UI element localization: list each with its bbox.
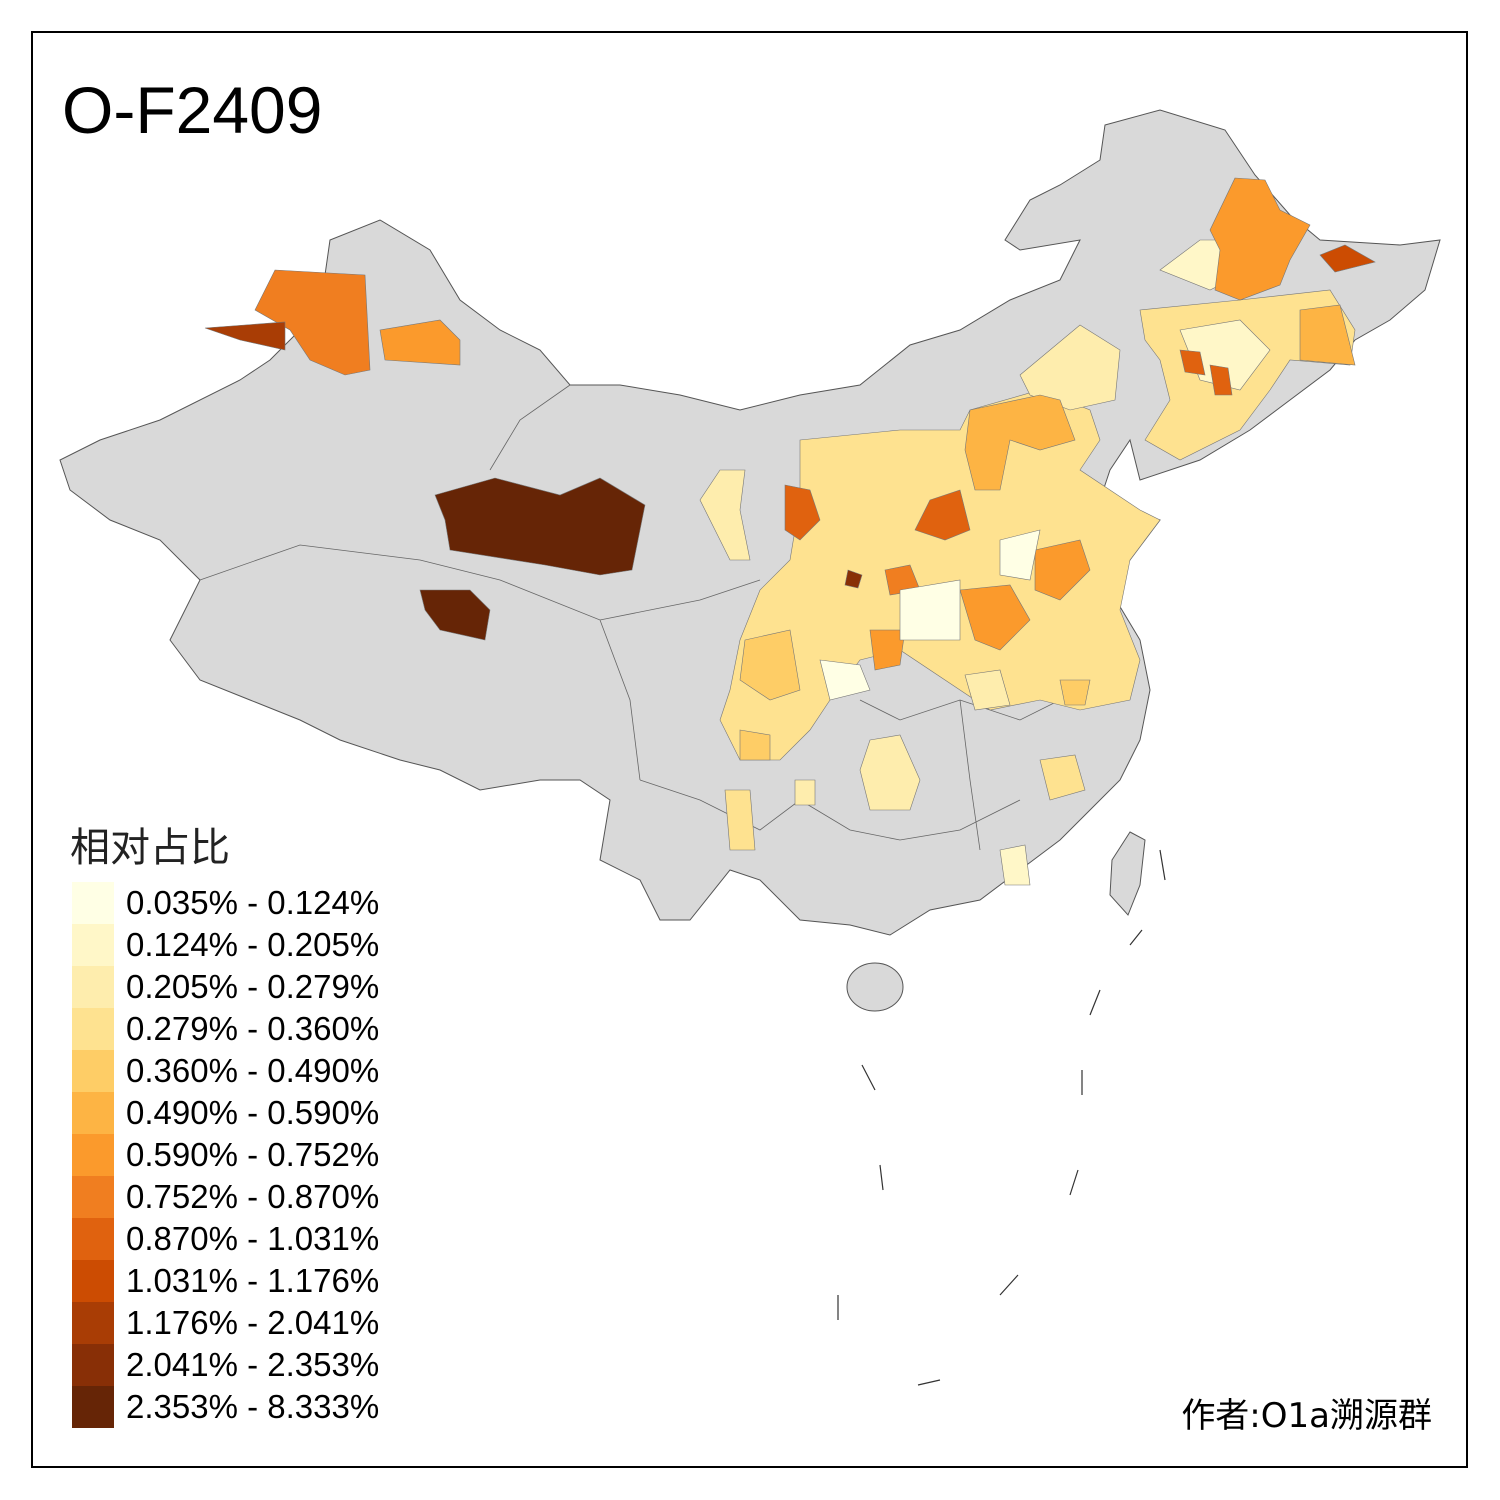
legend-label: 1.176% - 2.041% xyxy=(126,1304,380,1341)
map-region xyxy=(254,269,371,376)
legend-label: 0.205% - 0.279% xyxy=(126,968,380,1005)
map-region xyxy=(1319,244,1376,273)
map-region xyxy=(859,734,921,811)
legend-label: 0.590% - 0.752% xyxy=(126,1136,380,1173)
legend-swatch xyxy=(72,1050,114,1092)
legend-label: 1.031% - 1.176% xyxy=(126,1262,380,1299)
map-region xyxy=(844,569,863,589)
map-region xyxy=(964,394,1076,491)
legend-label: 0.124% - 0.205% xyxy=(126,926,380,963)
map-region xyxy=(739,729,771,761)
legend-item: 0.752% - 0.870% xyxy=(72,1176,379,1218)
legend-item: 0.490% - 0.590% xyxy=(72,1092,379,1134)
legend-item: 1.176% - 2.041% xyxy=(72,1302,379,1344)
legend-item: 0.590% - 0.752% xyxy=(72,1134,379,1176)
map-region xyxy=(794,779,816,806)
legend-item: 0.279% - 0.360% xyxy=(72,1008,379,1050)
south-sea-islands xyxy=(837,849,1166,1386)
legend-swatch xyxy=(72,966,114,1008)
author-credit: 作者:O1a溯源群 xyxy=(1181,1396,1432,1436)
map-region xyxy=(784,484,821,541)
map-region xyxy=(419,589,491,641)
map-region xyxy=(724,789,756,851)
legend-item: 1.031% - 1.176% xyxy=(72,1260,379,1302)
legend-label: 0.035% - 0.124% xyxy=(126,884,380,921)
legend-title: 相对占比 xyxy=(70,825,230,871)
map-region xyxy=(204,321,286,351)
legend-swatch xyxy=(72,1134,114,1176)
map-region xyxy=(1209,177,1311,301)
legend-label: 2.041% - 2.353% xyxy=(126,1346,380,1383)
legend-swatch xyxy=(72,1386,114,1428)
legend-item: 2.353% - 8.333% xyxy=(72,1386,379,1428)
map-region xyxy=(899,579,961,641)
province-border xyxy=(199,384,1061,851)
legend-item: 0.360% - 0.490% xyxy=(72,1050,379,1092)
legend-swatch xyxy=(72,1008,114,1050)
map-region xyxy=(1179,349,1206,376)
legend: 0.035% - 0.124% 0.124% - 0.205% 0.205% - 0… xyxy=(72,882,379,1428)
map-region xyxy=(434,477,646,576)
legend-swatch xyxy=(72,1092,114,1134)
legend-item: 2.041% - 2.353% xyxy=(72,1344,379,1386)
legend-swatch xyxy=(72,924,114,966)
map-region xyxy=(1039,754,1086,801)
legend-swatch xyxy=(72,1176,114,1218)
map-region xyxy=(964,669,1011,711)
legend-label: 0.870% - 1.031% xyxy=(126,1220,380,1257)
legend-label: 2.353% - 8.333% xyxy=(126,1388,380,1425)
legend-label: 0.752% - 0.870% xyxy=(126,1178,380,1215)
map-title: O-F2409 xyxy=(62,73,323,147)
legend-label: 0.279% - 0.360% xyxy=(126,1010,380,1047)
hainan-island xyxy=(846,962,904,1012)
legend-item: 0.870% - 1.031% xyxy=(72,1218,379,1260)
map-region xyxy=(379,319,461,366)
map-frame xyxy=(31,31,1468,1468)
map-region xyxy=(999,529,1041,581)
legend-swatch xyxy=(72,1260,114,1302)
legend-swatch xyxy=(72,882,114,924)
map-region xyxy=(1034,539,1091,601)
legend-swatch xyxy=(72,1302,114,1344)
map-region xyxy=(1209,364,1233,396)
map-region xyxy=(1059,679,1091,706)
legend-item: 0.205% - 0.279% xyxy=(72,966,379,1008)
taiwan-island xyxy=(1109,831,1146,916)
legend-item: 0.124% - 0.205% xyxy=(72,924,379,966)
map-region xyxy=(959,584,1031,651)
legend-swatch xyxy=(72,1344,114,1386)
map-region xyxy=(869,629,906,671)
map-region xyxy=(914,489,971,541)
map-region xyxy=(1299,304,1356,366)
map-region xyxy=(739,629,801,701)
legend-swatch xyxy=(72,1218,114,1260)
china-mainland xyxy=(59,109,1441,936)
map-region xyxy=(1019,324,1121,411)
legend-label: 0.360% - 0.490% xyxy=(126,1052,380,1089)
legend-item: 0.035% - 0.124% xyxy=(72,882,379,924)
map-region xyxy=(999,844,1031,886)
legend-label: 0.490% - 0.590% xyxy=(126,1094,380,1131)
map-region xyxy=(699,469,751,561)
map-region xyxy=(819,659,871,701)
